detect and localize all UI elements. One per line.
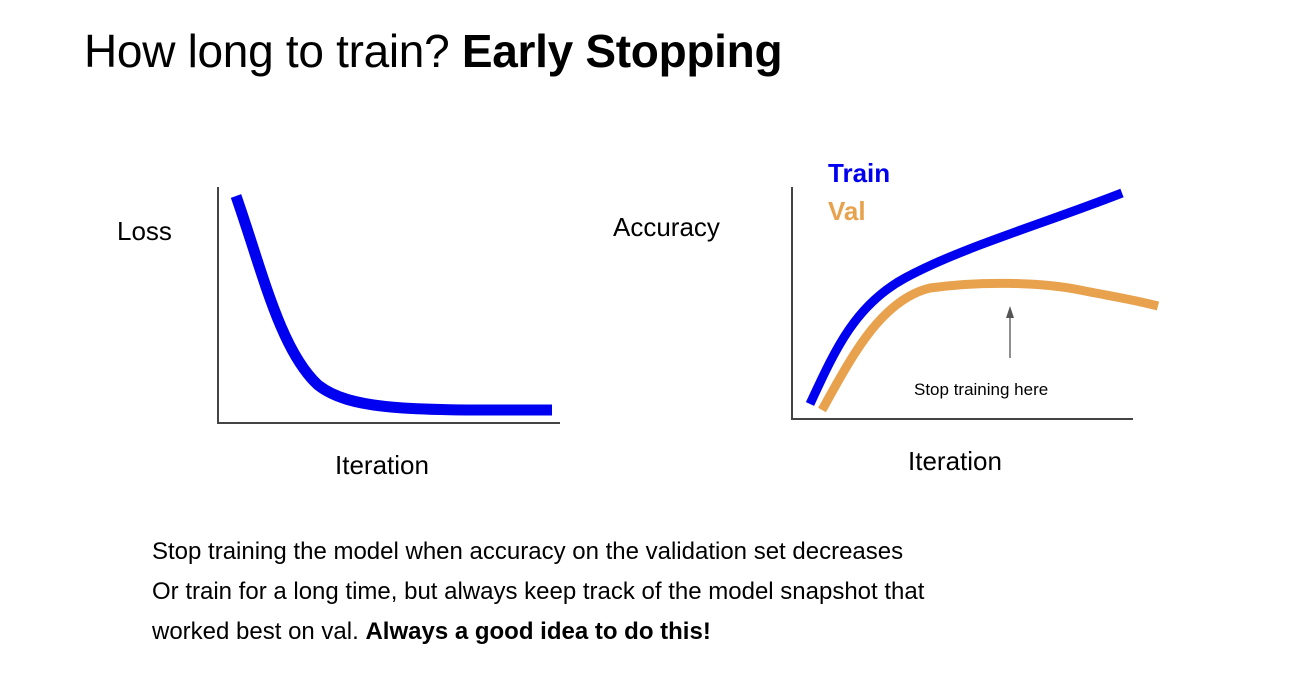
caption-line-3: worked best on val. Always a good idea t… — [152, 612, 924, 652]
caption-line-1: Stop training the model when accuracy on… — [152, 538, 904, 565]
loss-y-label: Loss — [117, 216, 172, 246]
loss-curve — [230, 194, 553, 416]
page-title: How long to train? Early Stopping — [84, 24, 783, 78]
caption-line-2: Or train for a long time, but always kee… — [152, 578, 925, 605]
title-prefix: How long to train? — [84, 25, 450, 77]
loss-x-label: Iteration — [335, 450, 429, 480]
caption-line-3-prefix: worked best on val. — [152, 618, 359, 645]
accuracy-y-label: Accuracy — [613, 212, 720, 242]
val-curve — [818, 278, 1160, 413]
accuracy-x-label: Iteration — [908, 446, 1002, 476]
caption: Stop training the model when accuracy on… — [152, 532, 924, 652]
stop-arrow-head — [1006, 306, 1014, 318]
stop-training-annotation: Stop training here — [914, 380, 1049, 399]
caption-line-3-emphasis: Always a good idea to do this! — [365, 618, 711, 645]
legend-train: Train — [828, 158, 891, 188]
legend-val: Val — [828, 196, 866, 226]
title-emphasis: Early Stopping — [461, 25, 783, 77]
train-curve — [805, 188, 1124, 406]
